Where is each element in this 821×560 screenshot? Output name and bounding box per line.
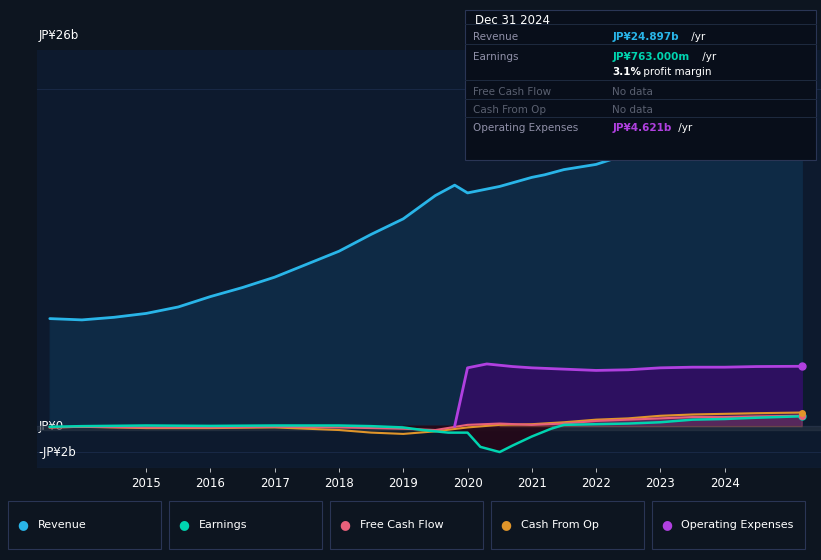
- Text: ●: ●: [178, 519, 190, 531]
- Text: -JP¥2b: -JP¥2b: [39, 446, 76, 459]
- Text: No data: No data: [612, 87, 654, 97]
- Text: JP¥24.897b: JP¥24.897b: [612, 32, 679, 42]
- Text: Revenue: Revenue: [473, 32, 518, 42]
- Text: JP¥763.000m: JP¥763.000m: [612, 52, 690, 62]
- Text: JP¥26b: JP¥26b: [39, 29, 79, 42]
- Text: /yr: /yr: [675, 123, 692, 133]
- Text: Operating Expenses: Operating Expenses: [681, 520, 794, 530]
- Text: No data: No data: [612, 105, 654, 115]
- Text: ●: ●: [500, 519, 511, 531]
- Text: Free Cash Flow: Free Cash Flow: [473, 87, 551, 97]
- Text: ●: ●: [661, 519, 672, 531]
- Text: /yr: /yr: [688, 32, 705, 42]
- Text: Dec 31 2024: Dec 31 2024: [475, 14, 549, 27]
- Text: Free Cash Flow: Free Cash Flow: [360, 520, 443, 530]
- Text: Cash From Op: Cash From Op: [473, 105, 546, 115]
- Text: /yr: /yr: [699, 52, 716, 62]
- Text: Earnings: Earnings: [473, 52, 518, 62]
- Text: ●: ●: [339, 519, 351, 531]
- Text: JP¥4.621b: JP¥4.621b: [612, 123, 672, 133]
- Text: JP¥0: JP¥0: [39, 419, 64, 433]
- Text: profit margin: profit margin: [640, 67, 712, 77]
- Text: ●: ●: [17, 519, 29, 531]
- Text: Revenue: Revenue: [38, 520, 86, 530]
- Text: 3.1%: 3.1%: [612, 67, 641, 77]
- Text: Earnings: Earnings: [199, 520, 247, 530]
- Text: Operating Expenses: Operating Expenses: [473, 123, 578, 133]
- Text: Cash From Op: Cash From Op: [521, 520, 599, 530]
